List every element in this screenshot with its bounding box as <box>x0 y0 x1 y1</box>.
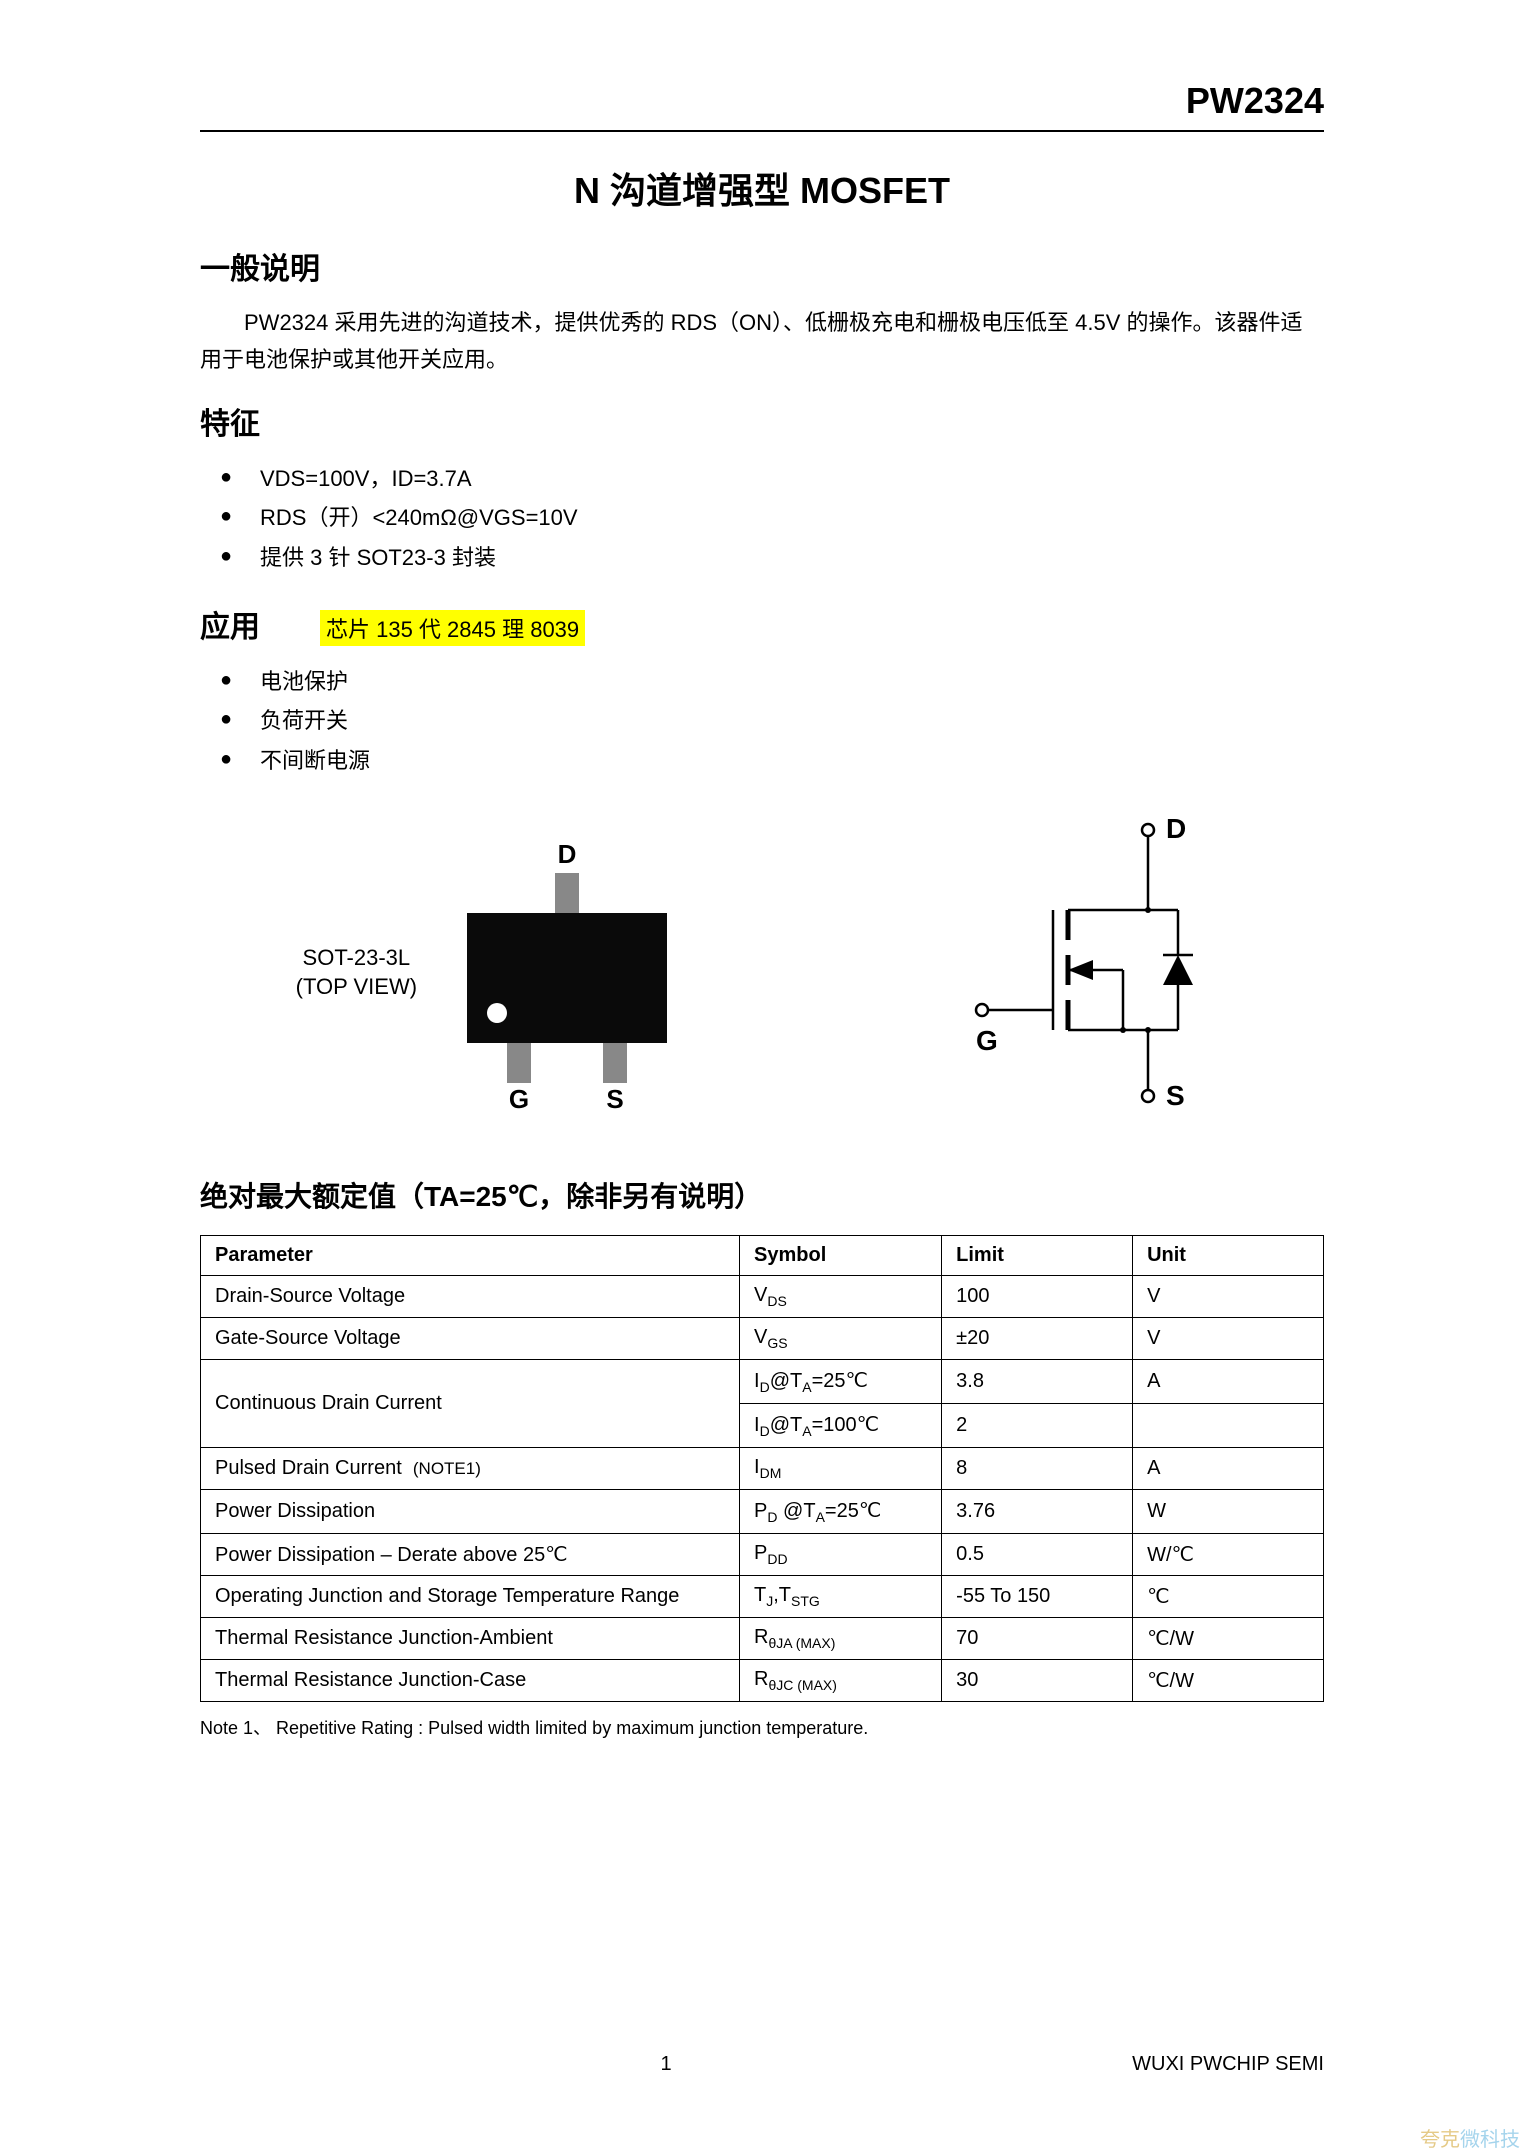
header-part-number: PW2324 <box>200 80 1324 132</box>
cell-symbol: VGS <box>740 1318 942 1360</box>
table-row: Thermal Resistance Junction-CaseRθJC (MA… <box>201 1660 1324 1702</box>
cell-unit: ℃/W <box>1133 1618 1324 1660</box>
cell-parameter: Drain-Source Voltage <box>201 1276 740 1318</box>
cell-parameter: Continuous Drain Current <box>201 1360 740 1448</box>
applications-heading: 应用 <box>200 602 260 646</box>
cell-parameter: Operating Junction and Storage Temperatu… <box>201 1576 740 1618</box>
sot-label-line2: (TOP VIEW) <box>296 973 417 1002</box>
th-parameter: Parameter <box>201 1236 740 1276</box>
feature-item: RDS（开）<240mΩ@VGS=10V <box>220 498 1324 538</box>
cell-unit: V <box>1133 1276 1324 1318</box>
cell-unit: A <box>1133 1360 1324 1404</box>
table-row: Pulsed Drain Current (NOTE1)IDM8A <box>201 1448 1324 1490</box>
application-item: 负荷开关 <box>220 701 1324 741</box>
ratings-heading: 绝对最大额定值（TA=25℃，除非另有说明） <box>200 1175 1324 1215</box>
svg-text:G: G <box>976 1025 998 1056</box>
cell-symbol: PDD <box>740 1534 942 1576</box>
feature-item: VDS=100V，ID=3.7A <box>220 459 1324 499</box>
cell-limit: 8 <box>942 1448 1133 1490</box>
table-row: Power Dissipation – Derate above 25℃PDD0… <box>201 1534 1324 1576</box>
cell-symbol: TJ,TSTG <box>740 1576 942 1618</box>
feature-item: 提供 3 针 SOT23-3 封装 <box>220 538 1324 578</box>
features-heading: 特征 <box>200 399 1324 443</box>
package-diagram: SOT-23-3L (TOP VIEW) D G S <box>296 833 697 1113</box>
th-symbol: Symbol <box>740 1236 942 1276</box>
table-row: Continuous Drain CurrentID@TA=25℃3.8A <box>201 1360 1324 1404</box>
table-row: Thermal Resistance Junction-AmbientRθJA … <box>201 1618 1324 1660</box>
application-item: 电池保护 <box>220 662 1324 702</box>
cell-limit: 70 <box>942 1618 1133 1660</box>
table-row: Power DissipationPD @TA=25℃3.76W <box>201 1490 1324 1534</box>
schematic-diagram: D G S <box>948 810 1228 1135</box>
svg-text:D: D <box>558 839 577 869</box>
cell-unit: W <box>1133 1490 1324 1534</box>
cell-parameter: Gate-Source Voltage <box>201 1318 740 1360</box>
svg-text:S: S <box>606 1084 623 1113</box>
cell-limit: 100 <box>942 1276 1133 1318</box>
ratings-table: Parameter Symbol Limit Unit Drain-Source… <box>200 1235 1324 1702</box>
svg-text:D: D <box>1166 813 1186 844</box>
main-title: N 沟道增强型 MOSFET <box>200 162 1324 214</box>
cell-limit: 30 <box>942 1660 1133 1702</box>
svg-text:G: G <box>509 1084 529 1113</box>
general-description: PW2324 采用先进的沟道技术，提供优秀的 RDS（ON）、低栅极充电和栅极电… <box>200 304 1324 379</box>
cell-symbol: IDM <box>740 1448 942 1490</box>
cell-limit: 2 <box>942 1404 1133 1448</box>
cell-unit: ℃/W <box>1133 1660 1324 1702</box>
table-row: Operating Junction and Storage Temperatu… <box>201 1576 1324 1618</box>
cell-symbol: PD @TA=25℃ <box>740 1490 942 1534</box>
page-number: 1 <box>200 2053 1132 2076</box>
svg-text:S: S <box>1166 1080 1185 1111</box>
footer-company: WUXI PWCHIP SEMI <box>1132 2053 1324 2076</box>
cell-symbol: ID@TA=100℃ <box>740 1404 942 1448</box>
cell-symbol: RθJC (MAX) <box>740 1660 942 1702</box>
footer: 1 WUXI PWCHIP SEMI <box>200 2053 1324 2076</box>
cell-symbol: ID@TA=25℃ <box>740 1360 942 1404</box>
cell-limit: -55 To 150 <box>942 1576 1133 1618</box>
cell-parameter: Power Dissipation <box>201 1490 740 1534</box>
cell-parameter: Power Dissipation – Derate above 25℃ <box>201 1534 740 1576</box>
cell-limit: 3.76 <box>942 1490 1133 1534</box>
application-item: 不间断电源 <box>220 741 1324 781</box>
cell-limit: ±20 <box>942 1318 1133 1360</box>
features-list: VDS=100V，ID=3.7A RDS（开）<240mΩ@VGS=10V 提供… <box>200 459 1324 578</box>
table-row: Drain-Source VoltageVDS100V <box>201 1276 1324 1318</box>
cell-symbol: RθJA (MAX) <box>740 1618 942 1660</box>
cell-parameter: Pulsed Drain Current (NOTE1) <box>201 1448 740 1490</box>
sot-package-icon: D G S <box>437 833 697 1113</box>
cell-limit: 3.8 <box>942 1360 1133 1404</box>
watermark: 夸克微科技 <box>1420 2123 1520 2152</box>
general-heading: 一般说明 <box>200 244 1324 288</box>
cell-unit: ℃ <box>1133 1576 1324 1618</box>
cell-unit: A <box>1133 1448 1324 1490</box>
cell-parameter: Thermal Resistance Junction-Ambient <box>201 1618 740 1660</box>
table-row: Gate-Source VoltageVGS±20V <box>201 1318 1324 1360</box>
applications-list: 电池保护 负荷开关 不间断电源 <box>200 662 1324 781</box>
sot-label-line1: SOT-23-3L <box>296 944 417 973</box>
sot-label: SOT-23-3L (TOP VIEW) <box>296 944 417 1001</box>
table-note: Note 1、 Repetitive Rating : Pulsed width… <box>200 1714 1324 1740</box>
cell-symbol: VDS <box>740 1276 942 1318</box>
table-header-row: Parameter Symbol Limit Unit <box>201 1236 1324 1276</box>
cell-unit: V <box>1133 1318 1324 1360</box>
cell-limit: 0.5 <box>942 1534 1133 1576</box>
cell-parameter: Thermal Resistance Junction-Case <box>201 1660 740 1702</box>
highlight-text: 芯片 135 代 2845 理 8039 <box>320 610 585 646</box>
th-unit: Unit <box>1133 1236 1324 1276</box>
cell-unit <box>1133 1404 1324 1448</box>
diagrams-row: SOT-23-3L (TOP VIEW) D G S D <box>200 810 1324 1135</box>
cell-unit: W/℃ <box>1133 1534 1324 1576</box>
mosfet-symbol-icon: D G S <box>948 810 1228 1130</box>
th-limit: Limit <box>942 1236 1133 1276</box>
